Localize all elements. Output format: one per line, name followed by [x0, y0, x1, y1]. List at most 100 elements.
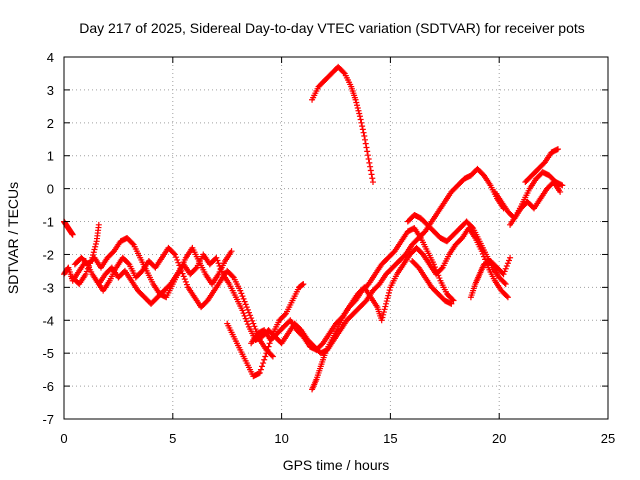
data-point [247, 312, 254, 319]
data-point [503, 262, 510, 269]
data-point [176, 262, 183, 269]
series-arc-4 [71, 235, 235, 301]
data-point [214, 257, 221, 264]
data-point [178, 267, 185, 274]
data-point [250, 320, 257, 327]
y-tick-label: -4 [42, 313, 54, 328]
data-point [340, 69, 347, 76]
y-tick-label: -2 [42, 247, 54, 262]
data-point [240, 295, 247, 302]
data-point [125, 260, 132, 267]
series-arc-1 [61, 165, 507, 357]
series-arc-14 [507, 169, 566, 228]
series-arc-12 [467, 254, 514, 301]
data-point [175, 259, 182, 266]
data-point [364, 148, 371, 155]
data-point [358, 119, 365, 126]
data-point [82, 271, 89, 278]
series-arc-10 [404, 211, 509, 288]
data-point [381, 306, 388, 313]
data-point [436, 275, 443, 282]
data-point [363, 144, 370, 151]
data-point [281, 311, 288, 318]
x-tick-label: 5 [169, 431, 176, 446]
x-tick-label: 0 [60, 431, 67, 446]
grid-lines [64, 57, 608, 419]
series-arc-11 [409, 258, 455, 307]
data-point [238, 290, 245, 297]
data-point [504, 294, 511, 301]
series-arc-7 [248, 225, 457, 353]
series-arc-15 [522, 146, 561, 186]
data-point [252, 326, 259, 333]
data-point [268, 352, 275, 359]
data-point [359, 126, 366, 133]
data-point [171, 251, 178, 258]
data-point [239, 307, 246, 314]
data-point [180, 273, 187, 280]
data-point [240, 310, 247, 317]
y-tick-label: -3 [42, 280, 54, 295]
data-point [256, 369, 263, 376]
data-point [242, 301, 249, 308]
data-point [260, 360, 267, 367]
y-tick-label: 3 [47, 83, 54, 98]
data-point [265, 343, 272, 350]
data-point [263, 350, 270, 357]
data-point [385, 292, 392, 299]
data-point [354, 105, 361, 112]
data-point [237, 287, 244, 294]
data-point [504, 260, 511, 267]
data-point [179, 270, 186, 277]
data-point [356, 113, 363, 120]
data-point [228, 248, 235, 255]
data-point [505, 257, 512, 264]
data-point [469, 224, 475, 231]
data-point [242, 315, 249, 322]
data-point [356, 110, 363, 117]
axis-ticks [63, 56, 609, 420]
data-point [129, 240, 136, 247]
data-point [500, 271, 507, 278]
series-arc-13 [491, 179, 564, 222]
data-point [367, 167, 374, 174]
data-point [83, 268, 90, 275]
data-point [369, 175, 376, 182]
x-axis-title: GPS time / hours [283, 457, 390, 473]
data-point [244, 321, 251, 328]
plot-frame [63, 56, 609, 420]
data-point [383, 300, 390, 307]
data-point [249, 317, 256, 324]
data-point [554, 146, 561, 153]
data-point [245, 309, 252, 316]
data-point [368, 171, 375, 178]
data-point [502, 265, 509, 272]
x-tick-label: 20 [492, 431, 506, 446]
x-tick-labels: 0 5 10 15 20 25 [60, 431, 615, 446]
series-arc-6 [224, 281, 307, 380]
data-point [366, 159, 373, 166]
data-point [91, 246, 98, 253]
data-point [354, 102, 361, 109]
data-point [92, 241, 99, 248]
data-point [262, 353, 269, 360]
y-tick-label: -6 [42, 379, 54, 394]
data-point [243, 318, 250, 325]
data-point [92, 243, 99, 250]
series-arc-9 [309, 63, 376, 186]
data-point [269, 353, 276, 360]
data-point [241, 298, 248, 305]
data-point [248, 315, 255, 322]
data-point [450, 297, 457, 304]
y-axis-title: SDTVAR / TECUs [5, 182, 21, 294]
data-point [357, 116, 364, 123]
data-point [192, 265, 199, 272]
data-point [361, 132, 368, 139]
data-point [229, 273, 236, 280]
data-point [362, 136, 369, 143]
x-tick-label: 10 [274, 431, 288, 446]
data-point [503, 293, 510, 300]
y-tick-label: 2 [47, 116, 54, 131]
x-tick-label: 15 [383, 431, 397, 446]
data-point [170, 250, 177, 257]
